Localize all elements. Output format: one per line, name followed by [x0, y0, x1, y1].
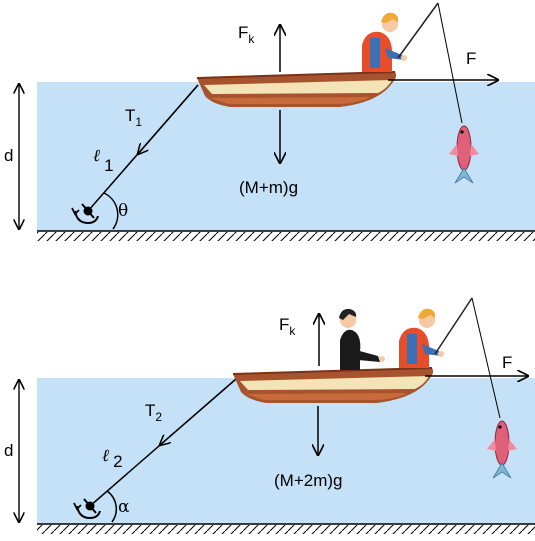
tension-label: T2 [145, 401, 162, 424]
fishing-line [471, 297, 501, 419]
pull-label: F [502, 353, 512, 372]
fishing-line [437, 2, 463, 124]
seabed-hatch [37, 232, 535, 241]
tension-arrow [138, 84, 199, 154]
tension-label: T1 [125, 106, 142, 129]
fisherman [399, 308, 444, 368]
angle-arc [103, 192, 119, 230]
depth-label: d [4, 441, 13, 460]
weight-label: (M+2m)g [274, 471, 342, 490]
anchor-icon [71, 203, 99, 225]
weight-label: (M+m)g [239, 178, 298, 197]
tension-arrow [160, 378, 237, 445]
angle-label: α [118, 497, 130, 517]
fishing-rod [397, 2, 439, 59]
buoyancy-label: Fk [238, 23, 255, 46]
angle-arc [106, 490, 117, 523]
fishing-rod [434, 297, 473, 355]
boat [232, 367, 434, 403]
fish-icon [449, 125, 479, 184]
pull-label: F [466, 49, 476, 68]
seabed-hatch [37, 525, 535, 534]
fisherman [362, 12, 407, 72]
angle-label: θ [118, 201, 128, 221]
buoyancy-label: Fk [279, 315, 296, 338]
depth-label: d [4, 146, 13, 165]
fish-icon [487, 420, 517, 479]
anchor-icon [73, 498, 101, 520]
boat [196, 71, 397, 107]
passenger [339, 308, 385, 370]
